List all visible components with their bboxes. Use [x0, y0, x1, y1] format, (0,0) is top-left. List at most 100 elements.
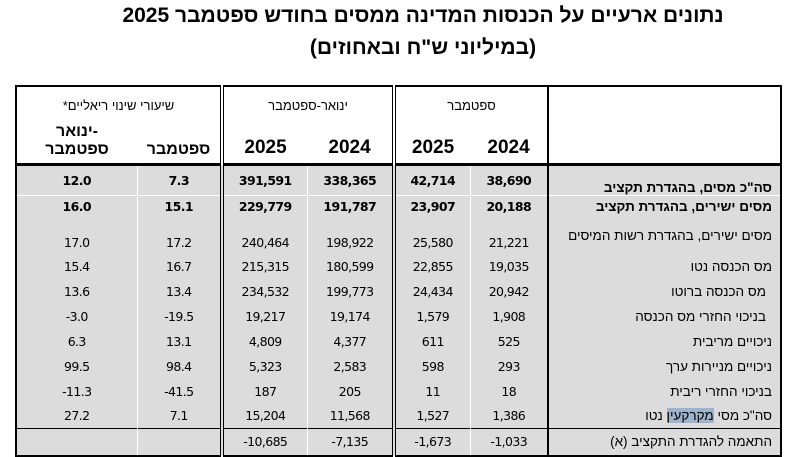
- col-s-2024: 2024: [470, 123, 549, 165]
- cell-s2025: 22,855: [392, 253, 471, 279]
- row-label: סה"כ מסים, בהגדרת תקציב: [547, 163, 781, 196]
- table-row: -11.3 -41.5 187 205 11 18 בניכוי החזרי ריבית: [16, 378, 781, 404]
- cell-js2025: 19,217: [220, 303, 308, 329]
- table-row: 27.2 7.1 15,204 11,568 1,527 1,386 סה"כ מסי מק…: [16, 403, 781, 429]
- row-label: בניכוי החזרי ריבית: [547, 378, 781, 404]
- header-sep: ספטמבר: [392, 86, 549, 123]
- cell-real_s: [136, 428, 223, 456]
- cell-js2024: 205: [306, 378, 395, 404]
- cell-real_js: 27.2: [16, 403, 137, 429]
- table-row: 16.0 15.1 229,779 191,787 23,907 20,188 מסים י…: [16, 195, 781, 218]
- cell-js2024: 11,568: [306, 403, 395, 429]
- row-label-part: סה"כ מסי: [713, 408, 772, 424]
- cell-js2025: 240,464: [220, 217, 308, 254]
- cell-js2025: 229,779: [220, 195, 308, 218]
- table-row: -3.0 -19.5 19,217 19,174 1,579 1,908 בניכוי הח…: [16, 303, 781, 329]
- cell-real_s: 13.4: [136, 278, 223, 304]
- cell-s2024: 21,221: [469, 217, 549, 254]
- cell-real_s: 98.4: [136, 353, 223, 379]
- cell-real_s: 7.1: [136, 403, 223, 429]
- cell-s2025: 611: [392, 328, 471, 354]
- row-label: מס הכנסה ברוטו: [547, 278, 781, 304]
- cell-js2024: 2,583: [306, 353, 395, 379]
- cell-js2025: 391,591: [220, 163, 308, 196]
- cell-real_js: 6.3: [16, 328, 137, 354]
- cell-real_s: 15.1: [136, 195, 223, 218]
- row-label: בניכוי החזרי מס הכנסה: [547, 303, 781, 329]
- cell-js2024: 191,787: [306, 195, 395, 218]
- cell-s2024: 18: [469, 378, 549, 404]
- cell-s2025: -1,673: [392, 428, 471, 456]
- cell-real_s: -19.5: [136, 303, 223, 329]
- cell-real_js: -11.3: [16, 378, 137, 404]
- cell-s2024: 20,942: [469, 278, 549, 304]
- page-title: נתונים ארעיים על הכנסות המדינה ממסים בחו…: [122, 4, 724, 27]
- table-row: -10,685 -7,135 -1,673 -1,033 התאמה להגדרת הת…: [16, 428, 781, 456]
- row-label: ניכויים מריבית: [547, 328, 781, 354]
- cell-s2024: 19,035: [469, 253, 549, 279]
- row-label: מסים ישירים, בהגדרת רשות המיסים: [547, 217, 781, 254]
- cell-js2025: 215,315: [220, 253, 308, 279]
- cell-real_s: -41.5: [136, 378, 223, 404]
- cell-js2024: 180,599: [306, 253, 395, 279]
- cell-s2025: 42,714: [392, 163, 471, 196]
- cell-js2025: 187: [220, 378, 308, 404]
- page-subtitle: (במיליוני ש"ח ובאחוזים): [309, 36, 537, 59]
- col-real-jan-sep: ינואר- ספטמבר: [16, 123, 137, 165]
- col-js-2024: 2024: [307, 123, 395, 165]
- table-row: 17.0 17.2 240,464 198,922 25,580 21,221 מסים י…: [16, 217, 781, 254]
- cell-s2024: 525: [469, 328, 549, 354]
- cell-real_s: 17.2: [136, 217, 223, 254]
- cell-js2024: 199,773: [306, 278, 395, 304]
- row-label: מס הכנסה נטו: [547, 253, 781, 279]
- tax-revenue-table: שיעורי שינוי ריאליים* ינואר-ספטמבר ספטמב…: [15, 85, 782, 457]
- cell-s2025: 23,907: [392, 195, 471, 218]
- cell-js2024: 4,377: [306, 328, 395, 354]
- cell-js2024: -7,135: [306, 428, 395, 456]
- col-s-2025: 2025: [392, 123, 471, 165]
- header-jan-sep: ינואר-ספטמבר: [220, 86, 395, 123]
- table-row: 12.0 7.3 391,591 338,365 42,714 38,690 סה"כ מס…: [16, 163, 781, 196]
- table-row: 6.3 13.1 4,809 4,377 611 525 ניכויים מריבית: [16, 328, 781, 354]
- cell-real_js: 13.6: [16, 278, 137, 304]
- cell-s2024: 1,908: [469, 303, 549, 329]
- cell-real_js: 17.0: [16, 217, 137, 254]
- cell-s2025: 598: [392, 353, 471, 379]
- row-label: ניכויים מניירות ערך: [547, 353, 781, 379]
- cell-real_s: 7.3: [136, 163, 223, 196]
- cell-s2024: 20,188: [469, 195, 549, 218]
- highlighted-text: מקרקעין: [666, 408, 714, 424]
- cell-real_js: -3.0: [16, 303, 137, 329]
- col-real-sep: ספטמבר: [137, 123, 223, 165]
- cell-real_js: [16, 428, 137, 456]
- header-real-change: שיעורי שינוי ריאליים*: [16, 86, 223, 123]
- cell-s2025: 25,580: [392, 217, 471, 254]
- row-label-part: נטו: [645, 408, 667, 424]
- cell-js2025: 5,323: [220, 353, 308, 379]
- cell-js2024: 338,365: [306, 163, 395, 196]
- col-real-jan-sep-line2: ספטמבר: [45, 141, 109, 158]
- cell-s2025: 11: [392, 378, 471, 404]
- cell-s2024: 38,690: [469, 163, 549, 196]
- cell-s2025: 24,434: [392, 278, 471, 304]
- col-js-2025: 2025: [220, 123, 308, 165]
- cell-real_js: 99.5: [16, 353, 137, 379]
- cell-s2025: 1,579: [392, 303, 471, 329]
- cell-real_js: 16.0: [16, 195, 137, 218]
- cell-real_js: 15.4: [16, 253, 137, 279]
- cell-js2025: 4,809: [220, 328, 308, 354]
- cell-s2024: 293: [469, 353, 549, 379]
- header-label-col: [547, 86, 781, 165]
- table-row: 99.5 98.4 5,323 2,583 598 293 ניכויים מניירות …: [16, 353, 781, 379]
- col-real-jan-sep-line1: ינואר-: [55, 123, 98, 140]
- cell-s2024: -1,033: [469, 428, 549, 456]
- cell-s2025: 1,527: [392, 403, 471, 429]
- table-row: 15.4 16.7 215,315 180,599 22,855 19,035 מס הכנ…: [16, 253, 781, 279]
- cell-js2025: -10,685: [220, 428, 308, 456]
- row-label: מסים ישירים, בהגדרת תקציב: [547, 195, 781, 218]
- row-label: סה"כ מסי מקרקעין נטו: [547, 403, 781, 429]
- cell-real_s: 16.7: [136, 253, 223, 279]
- cell-s2024: 1,386: [469, 403, 549, 429]
- cell-js2025: 234,532: [220, 278, 308, 304]
- cell-js2024: 198,922: [306, 217, 395, 254]
